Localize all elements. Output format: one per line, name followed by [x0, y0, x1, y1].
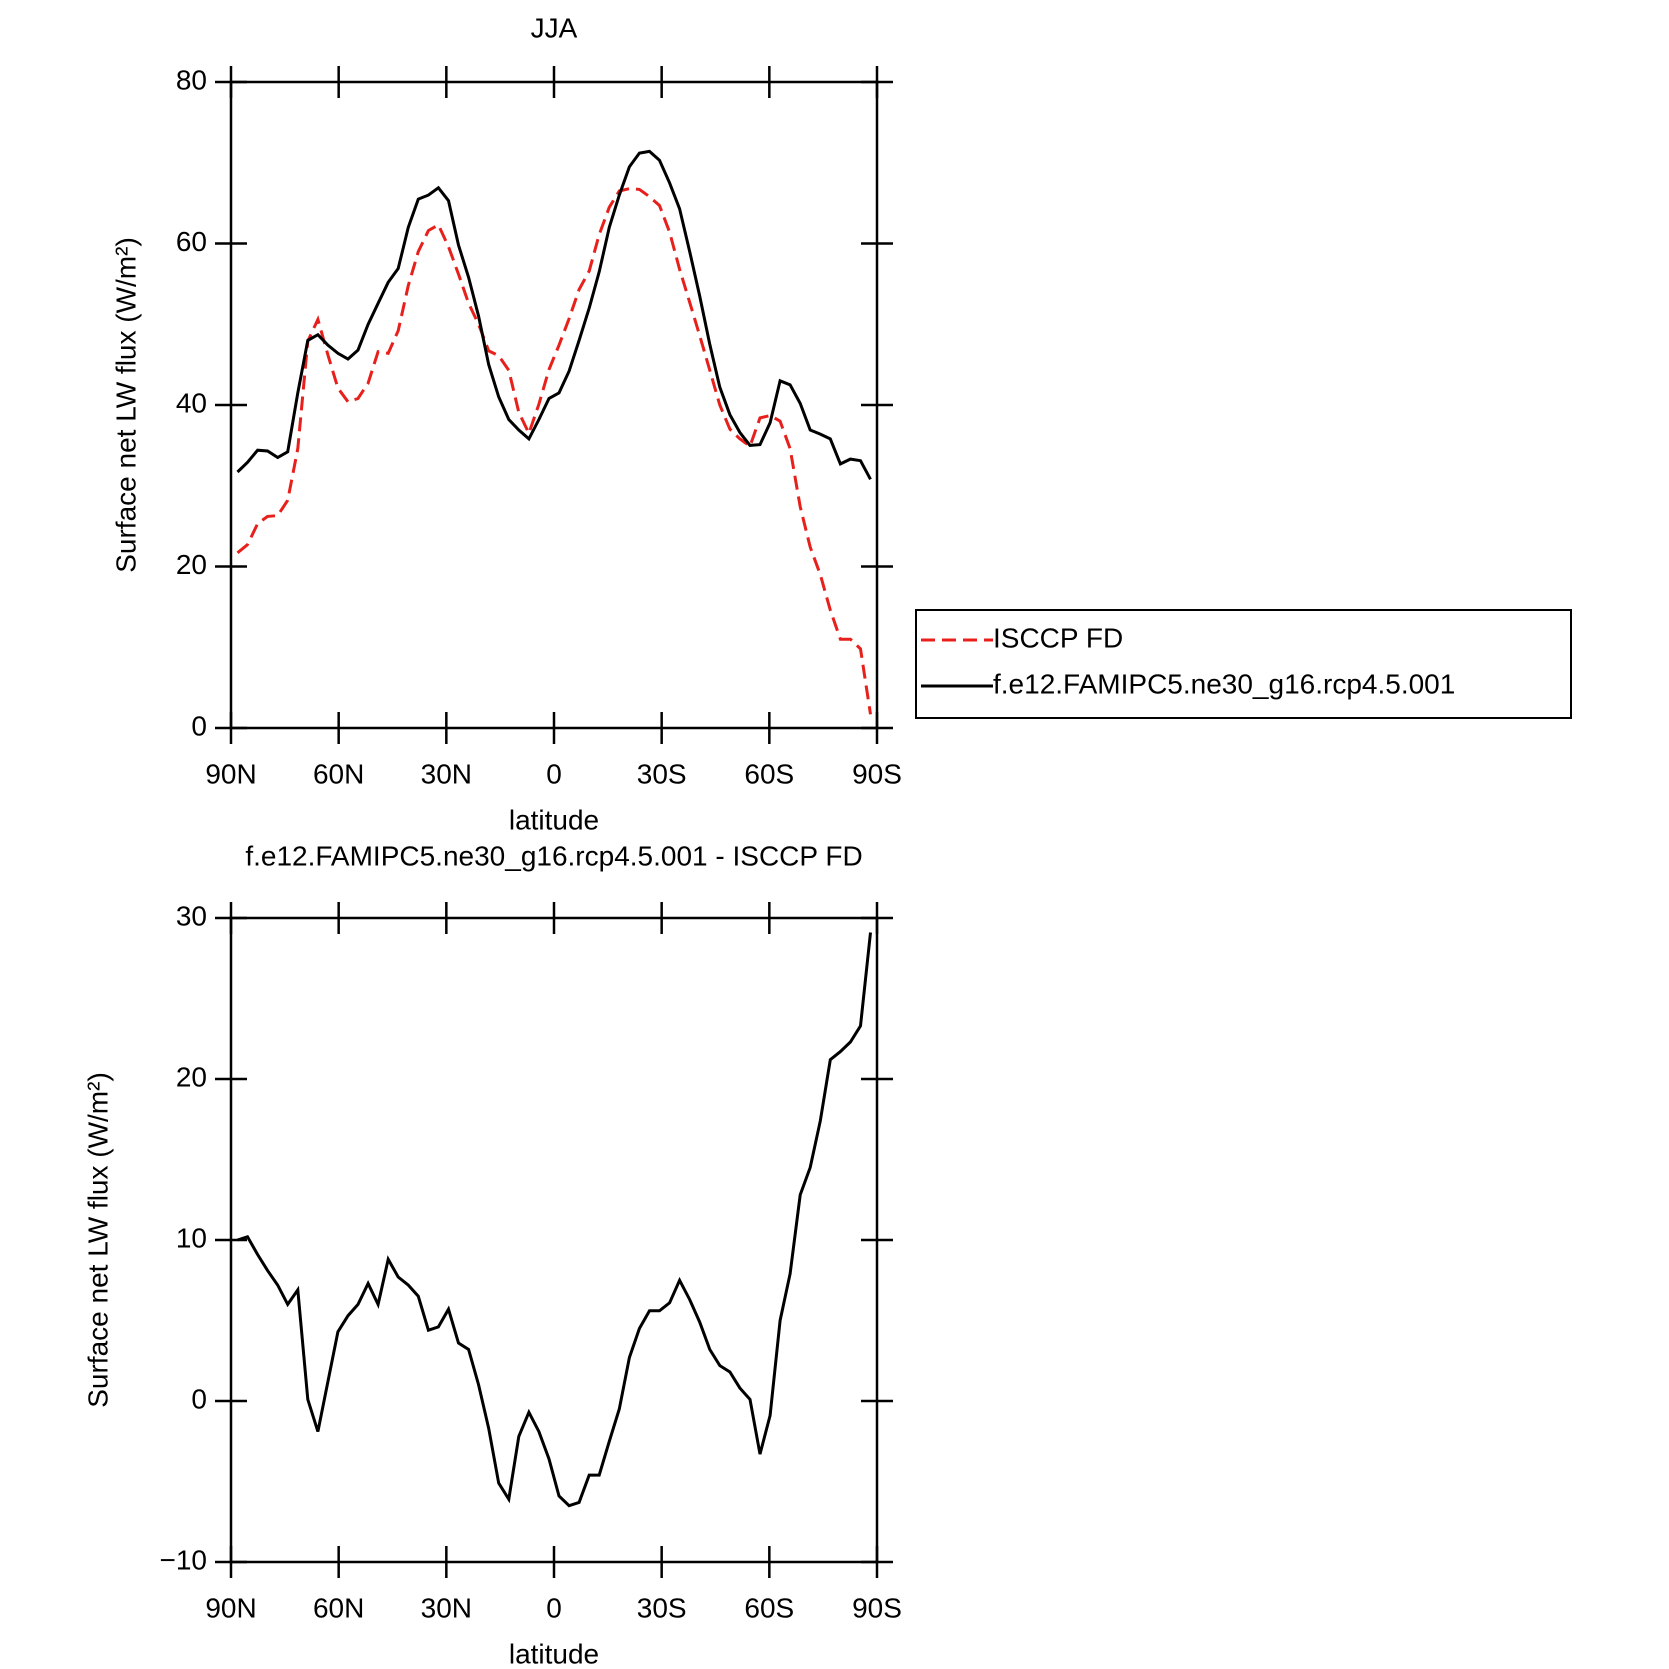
legend-label: f.e12.FAMIPC5.ne30_g16.rcp4.5.001 [993, 668, 1455, 699]
x-axis-label: latitude [509, 1638, 599, 1669]
data-line [236, 149, 872, 481]
legend-box [915, 609, 1572, 719]
y-axis-label: Surface net LW flux (W/m²) [110, 237, 141, 573]
y-tick-label: 10 [176, 1222, 207, 1253]
data-line [237, 932, 872, 1508]
x-tick-label: 90N [205, 1592, 256, 1623]
x-axis-label: latitude [509, 804, 599, 835]
x-tick-label: 30S [637, 1592, 687, 1623]
y-tick-label: 0 [191, 710, 207, 741]
x-tick-label: 30N [421, 758, 472, 789]
x-tick-label: 60N [313, 758, 364, 789]
y-tick-label: 20 [176, 1061, 207, 1092]
x-tick-label: 60N [313, 1592, 364, 1623]
legend-label: ISCCP FD [993, 622, 1123, 653]
x-tick-label: 30N [421, 1592, 472, 1623]
data-line [236, 187, 872, 715]
x-tick-label: 90S [852, 1592, 902, 1623]
y-tick-label: 80 [176, 64, 207, 95]
x-tick-label: 0 [546, 758, 562, 789]
x-tick-label: 90N [205, 758, 256, 789]
x-tick-label: 60S [744, 758, 794, 789]
plot-frame [229, 916, 879, 1564]
y-tick-label: 60 [176, 226, 207, 257]
y-tick-label: −10 [160, 1544, 208, 1575]
y-tick-label: 20 [176, 549, 207, 580]
chart-title: f.e12.FAMIPC5.ne30_g16.rcp4.5.001 - ISCC… [245, 840, 862, 871]
x-tick-label: 30S [637, 758, 687, 789]
y-axis-label: Surface net LW flux (W/m²) [82, 1072, 113, 1408]
y-tick-label: 0 [191, 1383, 207, 1414]
x-tick-label: 0 [546, 1592, 562, 1623]
y-tick-label: 30 [176, 900, 207, 931]
chart-title: JJA [531, 12, 578, 43]
plot-frame [229, 80, 879, 730]
x-tick-label: 60S [744, 1592, 794, 1623]
x-tick-label: 90S [852, 758, 902, 789]
y-tick-label: 40 [176, 387, 207, 418]
